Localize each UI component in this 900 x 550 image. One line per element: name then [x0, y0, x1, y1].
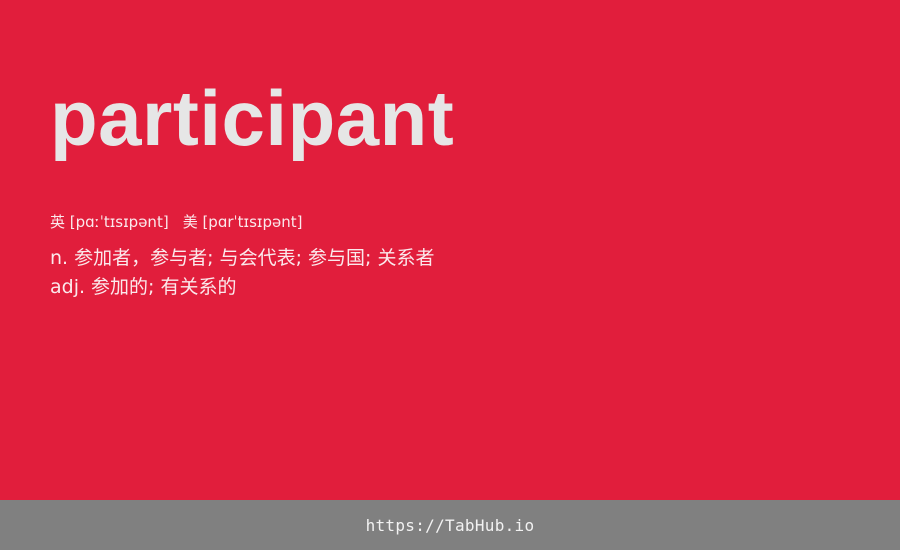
definition-noun: n. 参加者，参与者; 与会代表; 参与国; 关系者	[50, 247, 435, 269]
phonetics: 英 [pɑːˈtɪsɪpənt] 美 [pɑrˈtɪsɪpənt]	[50, 211, 302, 233]
definitions: n. 参加者，参与者; 与会代表; 参与国; 关系者 adj. 参加的; 有关系…	[50, 244, 434, 302]
phonetic-us: 美 [pɑrˈtɪsɪpənt]	[182, 213, 303, 231]
phonetic-uk: 英 [pɑːˈtɪsɪpənt]	[50, 213, 169, 231]
definition-adjective: adj. 参加的; 有关系的	[50, 276, 237, 298]
headword: participant	[50, 74, 455, 162]
word-card: participant 英 [pɑːˈtɪsɪpənt] 美 [pɑrˈtɪsɪp…	[50, 74, 455, 302]
tabhub-link[interactable]: https://TabHub.io	[365, 515, 535, 535]
footer-bar: https://TabHub.io	[0, 500, 900, 550]
